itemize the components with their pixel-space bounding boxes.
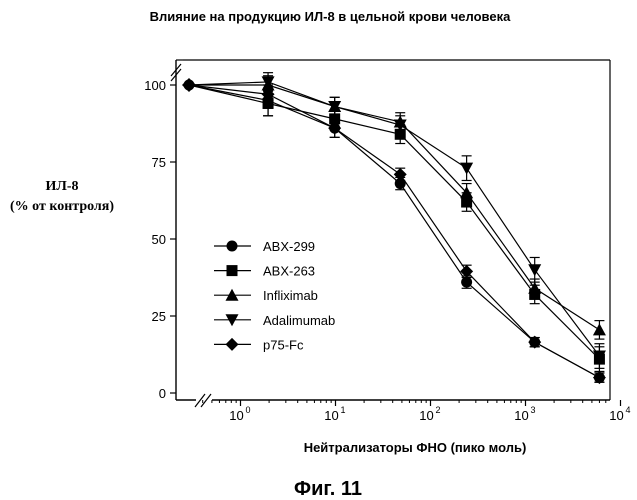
x-tick-exponent: 3 (531, 405, 536, 415)
x-tick-exponent: 4 (626, 405, 631, 415)
x-axis-break-mark (195, 394, 205, 407)
x-tick-exponent: 0 (246, 405, 251, 415)
figure-label: Фиг. 11 (294, 478, 362, 500)
legend-marker-p75-Fc (226, 338, 239, 351)
y-tick-label: 50 (152, 232, 166, 247)
x-axis-label: Нейтрализаторы ФНО (пико моль) (304, 440, 527, 455)
x-tick-label: 10 (514, 408, 528, 423)
legend-marker-ABX-263 (227, 265, 238, 276)
legend-label-Infliximab: Infliximab (263, 288, 318, 303)
legend-label-ABX-263: ABX-263 (263, 264, 315, 279)
y-tick-label: 75 (152, 155, 166, 170)
series-line-ABX-263 (189, 85, 599, 359)
y-tick-label: 100 (144, 78, 166, 93)
x-tick-exponent: 2 (436, 405, 441, 415)
series-line-p75-Fc (189, 85, 599, 378)
y-axis-label-line1: ИЛ-8 (46, 179, 79, 194)
y-tick-label: 25 (152, 309, 166, 324)
series-line-ABX-299 (189, 85, 599, 378)
y-tick-label: 0 (159, 386, 166, 401)
legend-label-Adalimumab: Adalimumab (263, 313, 335, 328)
legend-marker-ABX-299 (227, 241, 238, 252)
data-point-ABX-299 (461, 277, 472, 288)
series-line-Adalimumab (189, 82, 599, 356)
legend-label-ABX-299: ABX-299 (263, 239, 315, 254)
legend-label-p75-Fc: p75-Fc (263, 337, 304, 352)
data-point-p75-Fc (394, 168, 407, 181)
x-tick-label: 10 (419, 408, 433, 423)
x-tick-label: 10 (609, 408, 623, 423)
x-tick-exponent: 1 (341, 405, 346, 415)
y-axis-label-line2: (% от контроля) (10, 199, 114, 214)
chart-title: Влияние на продукцию ИЛ-8 в цельной кров… (150, 9, 511, 24)
plot-area: 0255075100100101102103104ABX-299ABX-263I… (144, 60, 630, 423)
control-point (182, 78, 196, 92)
data-point-Adalimumab (460, 163, 473, 175)
data-point-Adalimumab (528, 264, 541, 276)
data-point-Infliximab (593, 323, 606, 335)
x-tick-label: 10 (324, 408, 338, 423)
x-tick-label: 10 (229, 408, 243, 423)
